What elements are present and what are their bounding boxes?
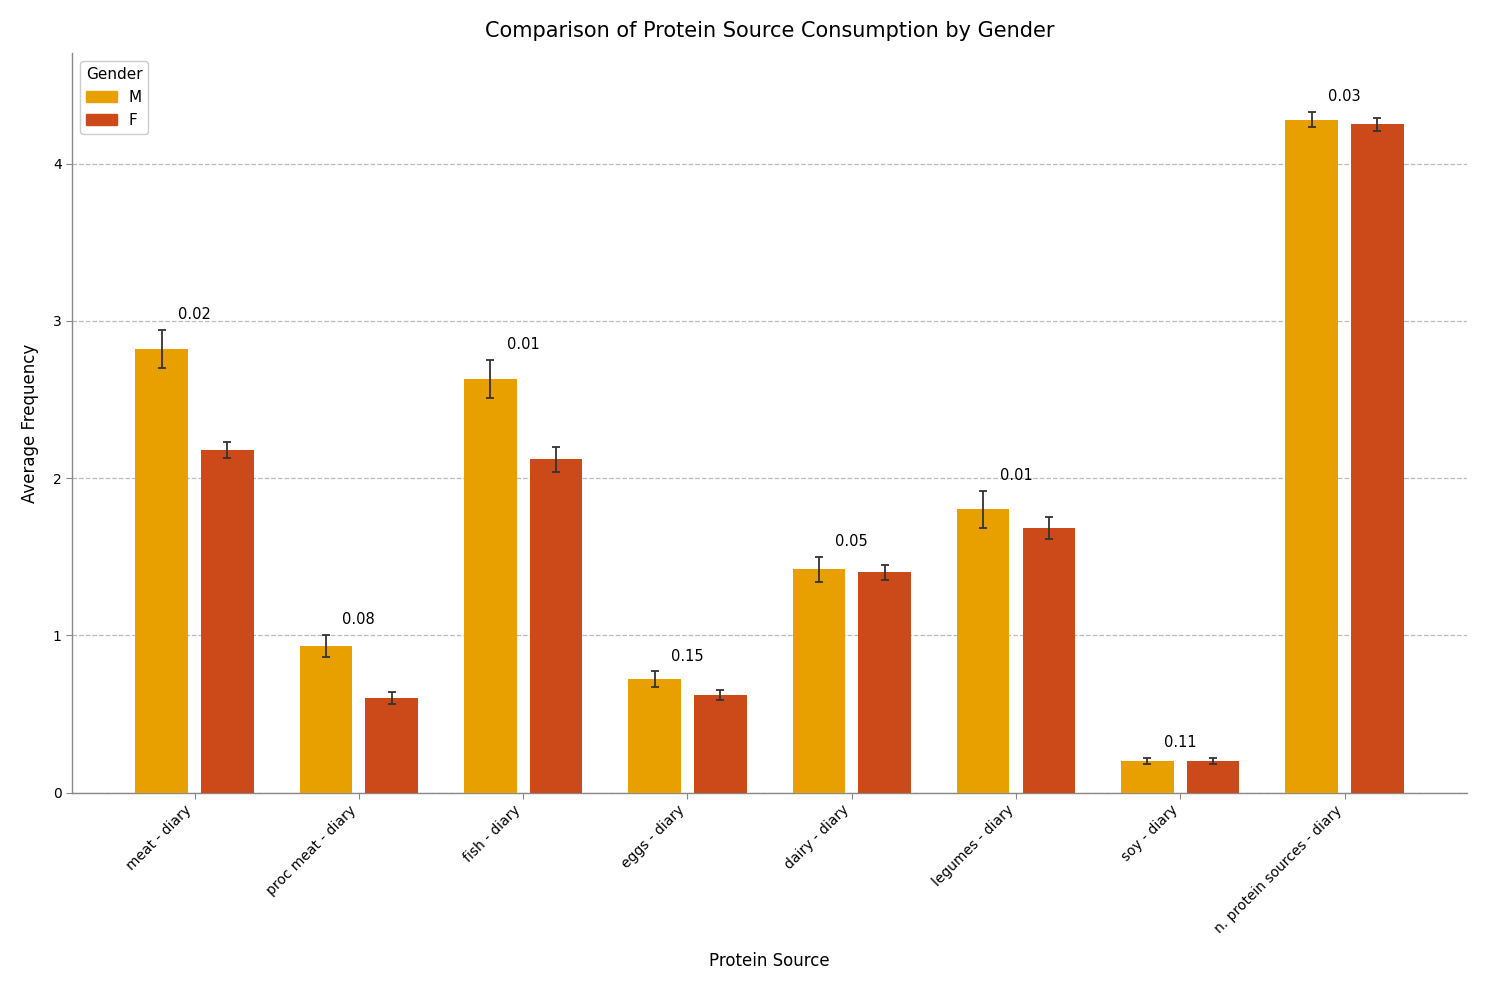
Text: 0.02: 0.02 (179, 307, 211, 322)
Bar (793, 569, 845, 793)
Text: 0.08: 0.08 (342, 612, 375, 627)
Bar (530, 459, 582, 793)
Bar (299, 646, 353, 793)
Title: Comparison of Protein Source Consumption by Gender: Comparison of Protein Source Consumption… (485, 21, 1055, 41)
Bar (366, 699, 418, 793)
Legend: M, F: M, F (80, 61, 149, 134)
Bar (957, 509, 1009, 793)
Bar (693, 695, 747, 793)
Bar (628, 679, 682, 793)
Bar (1187, 761, 1240, 793)
Bar (1120, 761, 1174, 793)
Text: 0.01: 0.01 (507, 337, 540, 352)
Text: 0.05: 0.05 (835, 534, 868, 549)
Bar (135, 349, 187, 793)
Bar (859, 573, 911, 793)
Text: 0.03: 0.03 (1329, 89, 1362, 104)
X-axis label: Protein Source: Protein Source (710, 952, 830, 970)
Bar (1022, 528, 1076, 793)
Bar (1286, 120, 1338, 793)
Bar (464, 379, 516, 793)
Text: 0.11: 0.11 (1164, 735, 1196, 750)
Text: 0.01: 0.01 (1000, 468, 1033, 483)
Bar (201, 450, 254, 793)
Bar (1351, 124, 1403, 793)
Y-axis label: Average Frequency: Average Frequency (21, 343, 39, 502)
Text: 0.15: 0.15 (671, 648, 704, 664)
